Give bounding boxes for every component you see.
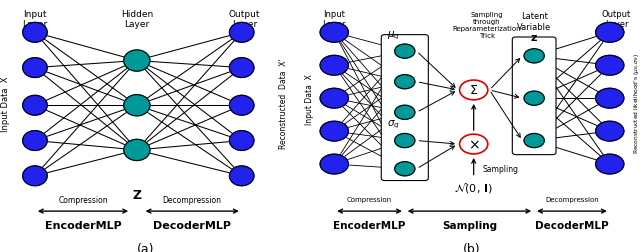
Circle shape: [596, 56, 624, 76]
Circle shape: [230, 58, 254, 78]
Text: Reconstructed likelihood's $(\mu_\theta, \sigma_\theta)$: Reconstructed likelihood's $(\mu_\theta,…: [632, 53, 640, 154]
Circle shape: [395, 45, 415, 59]
FancyBboxPatch shape: [381, 36, 428, 181]
Circle shape: [320, 23, 348, 43]
Text: Sampling: Sampling: [442, 220, 497, 230]
Text: $\mathbf{z}$: $\mathbf{z}$: [530, 33, 538, 43]
Circle shape: [230, 23, 254, 43]
Text: Input Data  X: Input Data X: [305, 73, 314, 124]
Circle shape: [395, 106, 415, 120]
Text: Decompression: Decompression: [545, 197, 599, 203]
Circle shape: [395, 162, 415, 176]
Text: Input
Layer: Input Layer: [22, 10, 47, 29]
Circle shape: [22, 58, 47, 78]
Text: Sampling
through
Reparameterization
Trick: Sampling through Reparameterization Tric…: [453, 12, 522, 39]
Circle shape: [320, 122, 348, 141]
Circle shape: [524, 134, 544, 148]
Text: Output
Layer: Output Layer: [602, 10, 631, 29]
Circle shape: [524, 50, 544, 64]
Text: $\times$: $\times$: [468, 138, 479, 151]
Circle shape: [230, 131, 254, 151]
Text: Reconstructed  Data  X': Reconstructed Data X': [280, 58, 289, 149]
Circle shape: [524, 92, 544, 106]
Circle shape: [596, 154, 624, 174]
Circle shape: [124, 95, 150, 116]
Text: $\mathcal{N}(0,\,\mathbf{I})$: $\mathcal{N}(0,\,\mathbf{I})$: [454, 180, 493, 194]
Circle shape: [460, 135, 488, 154]
Text: $\mu_q$: $\mu_q$: [387, 29, 399, 42]
Circle shape: [395, 75, 415, 89]
Text: EncoderMLP: EncoderMLP: [333, 220, 406, 230]
Text: Hidden
Layer: Hidden Layer: [121, 10, 153, 29]
Text: Z: Z: [132, 188, 141, 201]
Circle shape: [596, 23, 624, 43]
Text: Compression: Compression: [347, 197, 392, 203]
Text: $\sigma_q$: $\sigma_q$: [387, 118, 399, 131]
Circle shape: [320, 154, 348, 174]
FancyBboxPatch shape: [512, 38, 556, 155]
Circle shape: [460, 81, 488, 101]
Text: Sampling: Sampling: [483, 164, 518, 173]
Circle shape: [124, 140, 150, 161]
Circle shape: [395, 134, 415, 148]
Circle shape: [22, 96, 47, 116]
Text: Output
Layer: Output Layer: [229, 10, 260, 29]
Circle shape: [320, 89, 348, 109]
Circle shape: [124, 51, 150, 72]
Text: Compression: Compression: [58, 195, 108, 204]
Text: DecoderMLP: DecoderMLP: [535, 220, 609, 230]
Text: Input
Layer: Input Layer: [323, 10, 346, 29]
Text: (a): (a): [137, 242, 154, 252]
Circle shape: [22, 131, 47, 151]
Text: (b): (b): [463, 242, 481, 252]
Text: Input Data  X: Input Data X: [1, 76, 10, 131]
Circle shape: [596, 89, 624, 109]
Text: DecoderMLP: DecoderMLP: [153, 220, 231, 230]
Circle shape: [22, 23, 47, 43]
Text: $\Sigma$: $\Sigma$: [469, 84, 478, 97]
Circle shape: [596, 122, 624, 141]
Circle shape: [22, 166, 47, 186]
Circle shape: [320, 56, 348, 76]
Text: EncoderMLP: EncoderMLP: [45, 220, 122, 230]
Circle shape: [230, 96, 254, 116]
Text: Latent
Variable: Latent Variable: [517, 12, 551, 32]
Circle shape: [230, 166, 254, 186]
Text: Decompression: Decompression: [163, 195, 221, 204]
